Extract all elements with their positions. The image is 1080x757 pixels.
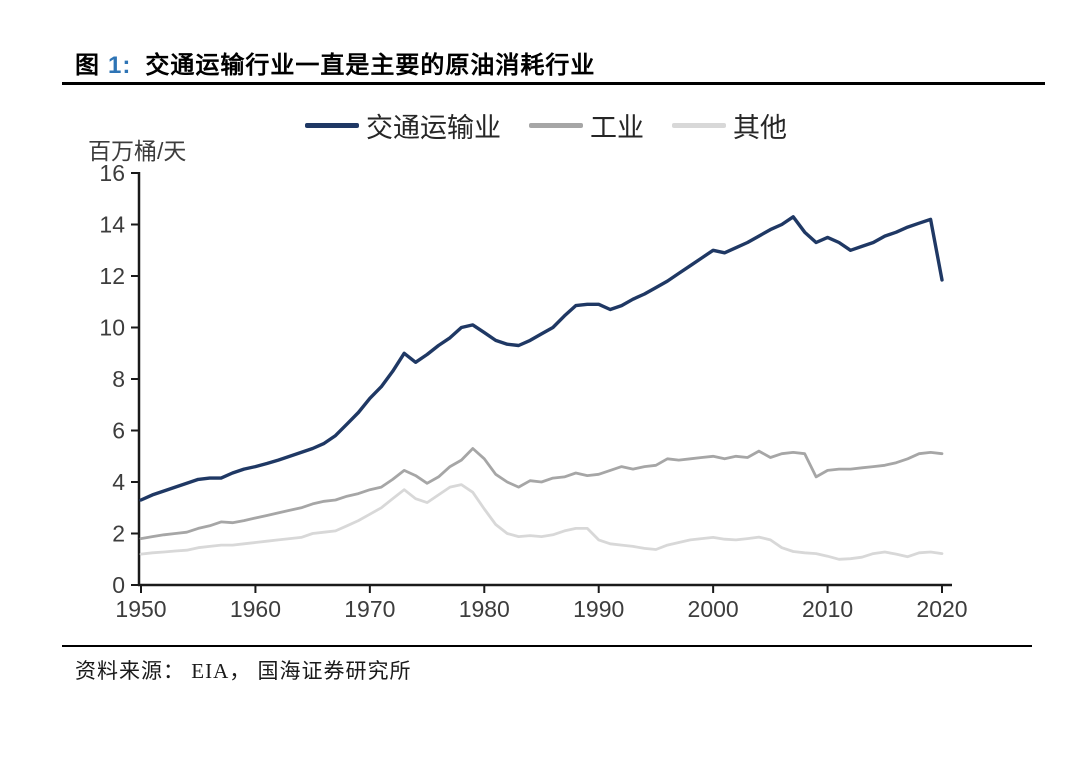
other-line-swatch — [672, 123, 726, 128]
title-divider — [62, 82, 1045, 85]
svg-text:2010: 2010 — [802, 596, 853, 622]
legend-label-other: 其他 — [733, 113, 787, 143]
legend-item-transport: 交通运输业 — [305, 106, 501, 145]
figure-title-text: 交通运输行业一直是主要的原油消耗行业 — [145, 52, 596, 79]
svg-text:1950: 1950 — [115, 596, 166, 622]
figure-title: 图 1: 交通运输行业一直是主要的原油消耗行业 — [75, 45, 595, 80]
chart-legend: 交通运输业 工业 其他 — [305, 106, 815, 145]
svg-text:1990: 1990 — [573, 596, 624, 622]
figure-number: 1: — [108, 52, 132, 79]
footer-divider — [62, 645, 1032, 647]
svg-text:16: 16 — [99, 160, 125, 186]
y-axis-unit-label: 百万桶/天 — [88, 138, 187, 164]
svg-text:6: 6 — [112, 418, 125, 444]
legend-label-transport: 交通运输业 — [366, 113, 501, 143]
svg-text:12: 12 — [99, 263, 125, 289]
svg-text:10: 10 — [99, 315, 125, 341]
svg-text:8: 8 — [112, 366, 125, 392]
svg-text:2020: 2020 — [916, 596, 967, 622]
legend-label-industry: 工业 — [590, 113, 644, 143]
svg-text:2: 2 — [112, 521, 125, 547]
svg-text:1960: 1960 — [230, 596, 281, 622]
industry-line-swatch — [529, 123, 583, 128]
svg-text:2000: 2000 — [688, 596, 739, 622]
svg-text:1980: 1980 — [459, 596, 510, 622]
svg-text:4: 4 — [112, 469, 125, 495]
svg-text:0: 0 — [112, 572, 125, 598]
legend-item-industry: 工业 — [529, 106, 644, 145]
source-note: 资料来源： EIA， 国海证券研究所 — [75, 659, 412, 683]
transport-line-swatch — [305, 123, 359, 128]
figure-label-prefix: 图 — [75, 52, 100, 79]
legend-item-other: 其他 — [672, 106, 787, 145]
svg-text:14: 14 — [99, 212, 125, 238]
svg-text:1970: 1970 — [344, 596, 395, 622]
